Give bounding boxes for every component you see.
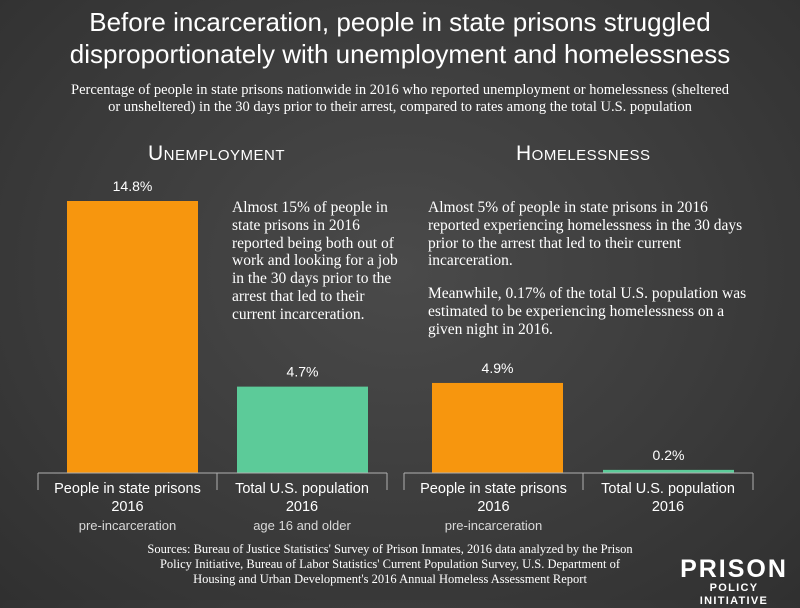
unemployment-value-us-population: 4.7% (287, 364, 319, 380)
category-year: 2016 (651, 499, 685, 515)
sources-line-2: Policy Initiative, Bureau of Labor Stati… (159, 557, 621, 571)
homelessness-value-us-population: 0.2% (653, 447, 685, 463)
sources-line-1: Sources: Bureau of Justice Statistics' S… (147, 542, 633, 556)
sources-note: Sources: Bureau of Justice Statistics' S… (90, 542, 690, 587)
homelessness-category-us-population: Total U.S. population 2016 (583, 480, 753, 516)
unemployment-note: Almost 15% of people in state prisons in… (232, 199, 398, 323)
homelessness-bar-prisons (432, 382, 563, 473)
subtitle-line-2: or unsheltered) in the 30 days prior to … (108, 99, 692, 115)
category-note: pre-incarceration (444, 518, 543, 533)
homelessness-notes: Almost 5% of people in state prisons in … (428, 199, 758, 354)
unemployment-category-us-population: Total U.S. population 2016 age 16 and ol… (217, 480, 387, 535)
category-note: age 16 and older (253, 518, 351, 533)
unemployment-title: Unemployment (148, 142, 286, 165)
title-line-1: Before incarceration, people in state pr… (89, 7, 711, 37)
category-year: 2016 (477, 499, 510, 515)
chart-title: Before incarceration, people in state pr… (0, 6, 800, 70)
category-year: 2016 (111, 499, 144, 515)
homelessness-value-prisons: 4.9% (482, 360, 514, 376)
category-label: People in state prisons (420, 481, 567, 497)
logo-line-2: POLICY INITIATIVE (699, 582, 769, 607)
homelessness-note-2: Meanwhile, 0.17% of the total U.S. popul… (428, 285, 747, 338)
category-label: People in state prisons (54, 481, 201, 497)
category-label: Total U.S. population (235, 481, 369, 497)
homelessness-note-1: Almost 5% of people in state prisons in … (428, 199, 743, 270)
homelessness-title: Homelessness (516, 142, 651, 165)
prison-policy-initiative-logo: PRISON POLICY INITIATIVE (676, 556, 792, 608)
unemployment-bar-prisons (67, 201, 198, 473)
category-note: pre-incarceration (78, 518, 177, 533)
category-year: 2016 (285, 499, 319, 515)
homelessness-category-prisons: People in state prisons 2016 pre-incarce… (404, 480, 583, 535)
homelessness-bar-us-population (603, 469, 734, 473)
homelessness-chart: 4.9% 0.2% (403, 360, 754, 490)
unemployment-chart: 14.8% 4.7% (37, 178, 388, 490)
subtitle-line-1: Percentage of people in state prisons na… (71, 82, 729, 98)
logo-line-1: PRISON (680, 555, 788, 583)
category-label: Total U.S. population (601, 481, 735, 497)
sources-line-3: Housing and Urban Development's 2016 Ann… (193, 572, 587, 586)
unemployment-category-prisons: People in state prisons 2016 pre-incarce… (38, 480, 217, 535)
unemployment-bar-us-population (237, 386, 368, 473)
unemployment-value-prisons: 14.8% (113, 178, 153, 194)
title-line-2: disproportionately with unemployment and… (69, 39, 731, 69)
chart-subtitle: Percentage of people in state prisons na… (30, 82, 770, 116)
